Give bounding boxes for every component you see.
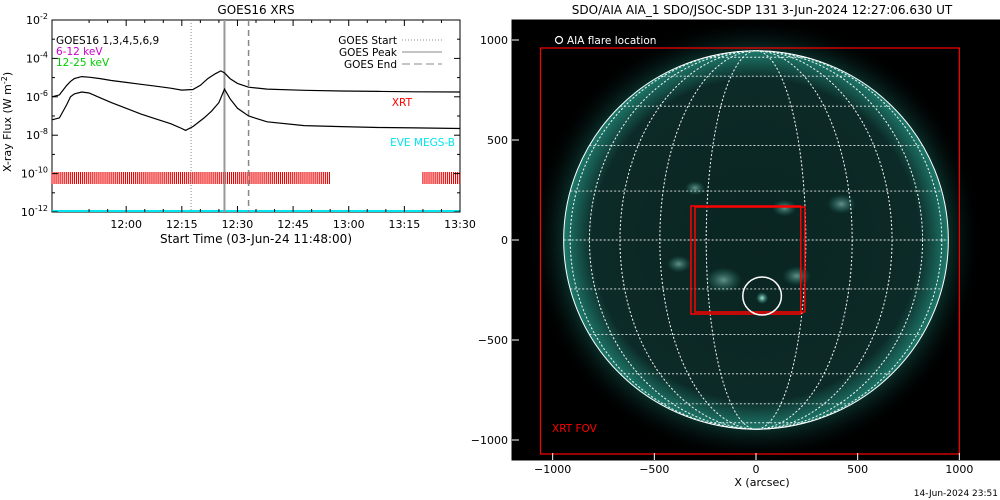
xrt-coverage-bar	[51, 172, 330, 184]
longitude-line	[659, 50, 853, 430]
flare-location-legend-symbol	[554, 35, 564, 45]
xrs-y-tick-label: 10-10	[21, 166, 48, 181]
xrs-channel-label: GOES16 1,3,4,5,6,9	[56, 35, 159, 47]
xrs-x-tick-label: 12:30	[222, 218, 254, 231]
aia-x-tick-label: 0	[753, 463, 760, 476]
xrs-y-axis-label: X-ray Flux (W m-2)	[0, 72, 14, 172]
xrs-legend-label: GOES Start	[338, 35, 397, 47]
xrs-chart-title: GOES16 XRS	[217, 3, 294, 17]
xrt-fov-label: XRT FOV	[552, 423, 598, 435]
aia-image-panel: SDO/AIA AIA_1 SDO/JSOC-SDP 131 3-Jun-202…	[471, 3, 1000, 489]
aia-y-tick-label: 0	[501, 234, 508, 247]
xrs-y-axis-label-text: X-ray Flux (W m	[1, 84, 14, 172]
xrs-y-axis-label-exponent: -2	[0, 76, 9, 84]
xrs-x-tick-label: 13:30	[444, 218, 476, 231]
xrs-channel-label: 6-12 keV	[56, 46, 103, 58]
xrs-y-tick-exponent: -2	[40, 12, 48, 21]
xrs-x-tick-label: 12:45	[277, 218, 309, 231]
aia-x-axis-label: X (arcsec)	[734, 476, 789, 489]
aia-x-tick-label: −500	[639, 463, 669, 476]
xrs-x-tick-label: 13:15	[389, 218, 421, 231]
xrs-y-tick-base: 10	[26, 14, 40, 27]
xrs-channel-label: 12-25 keV	[56, 57, 110, 69]
aia-y-tick-label: −500	[478, 334, 508, 347]
aia-sun-image	[529, 20, 983, 460]
flare-brightening	[756, 292, 769, 304]
xrs-y-tick-base: 10	[21, 168, 35, 181]
xrs-instrument-label: EVE MEGS-B	[390, 137, 455, 149]
xrs-series-line	[51, 70, 461, 98]
xrs-y-tick-exponent: -8	[40, 127, 48, 136]
footer-timestamp: 14-Jun-2024 23:51	[914, 489, 998, 499]
xrs-y-tick-base: 10	[21, 206, 35, 219]
xrs-legend-label: GOES End	[344, 59, 397, 71]
xrs-y-tick-label: 10-6	[26, 89, 48, 104]
aia-image-title: SDO/AIA AIA_1 SDO/JSOC-SDP 131 3-Jun-202…	[572, 3, 953, 17]
solar-limb	[563, 50, 949, 430]
flare-location-legend-label: AIA flare location	[567, 35, 656, 47]
xrs-x-tick-label: 12:00	[110, 218, 142, 231]
xrs-legend-label: GOES Peak	[339, 47, 398, 59]
xrs-instrument-labels: XRT EVE MEGS-B	[390, 97, 455, 149]
aia-flare-location-marker	[742, 276, 783, 316]
xrt-pointing-box	[690, 205, 802, 315]
longitude-line	[588, 50, 924, 430]
xrs-instrument-label: XRT	[392, 97, 413, 109]
xrs-y-tick-base: 10	[26, 52, 40, 65]
aia-y-tick-label: 500	[487, 134, 508, 147]
xrs-y-tick-exponent: -10	[35, 166, 48, 175]
svg-text:X-ray Flux (W m-2): X-ray Flux (W m-2)	[0, 72, 14, 172]
xrs-y-tick-base: 10	[26, 91, 40, 104]
longitude-line	[705, 50, 807, 430]
xrs-x-tick-label: 12:15	[166, 218, 198, 231]
xrs-y-tick-exponent: -4	[40, 50, 48, 59]
xrs-y-tick-label: 10-12	[21, 204, 48, 219]
aia-y-tick-label: 1000	[480, 34, 508, 47]
xrs-y-axis-label-tail: )	[1, 72, 14, 76]
longitude-line	[569, 50, 943, 430]
xrs-y-tick-exponent: -12	[35, 204, 48, 213]
xrt-fov-box	[539, 47, 960, 455]
active-region-brightening	[782, 266, 811, 286]
active-region-brightening	[772, 199, 797, 217]
xrs-series-line	[51, 87, 461, 132]
xrs-y-tick-exponent: -6	[40, 89, 48, 98]
xrs-y-tick-label: 10-8	[26, 127, 48, 142]
active-region-brightening	[666, 255, 691, 273]
xrs-x-tick-label: 13:00	[333, 218, 365, 231]
aia-x-tick-label: 1000	[945, 463, 973, 476]
aia-x-tick-label: 500	[847, 463, 868, 476]
xrs-y-tick-label: 10-2	[26, 12, 48, 27]
active-region-brightening	[705, 267, 742, 293]
aia-x-tick-label: −1000	[534, 463, 571, 476]
xrs-y-tick-base: 10	[26, 129, 40, 142]
aia-y-tick-label: −1000	[471, 434, 508, 447]
active-region-brightening	[684, 181, 706, 195]
xrt-pointing-box	[694, 206, 806, 313]
xrs-x-axis-label: Start Time (03-Jun-24 11:48:00)	[160, 232, 352, 246]
xrs-y-tick-label: 10-4	[26, 50, 48, 65]
active-region-brightening	[827, 194, 856, 214]
goes-xrs-panel: GOES16 XRS X-ray Flux (W m-2) Start Time…	[0, 3, 476, 246]
